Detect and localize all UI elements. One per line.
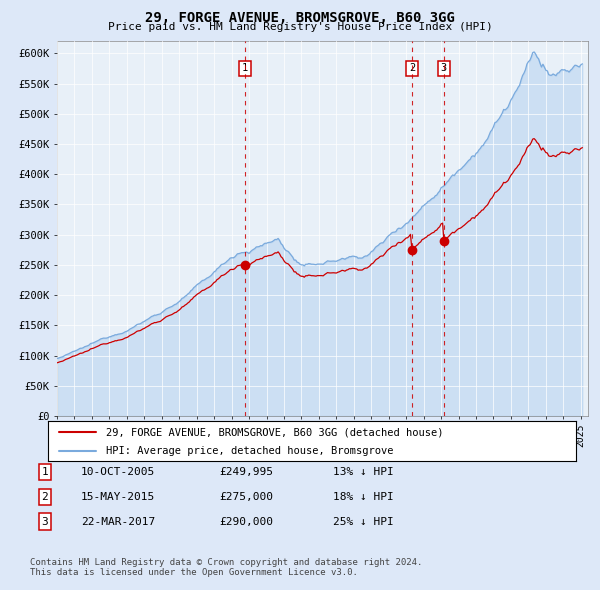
Text: 1: 1: [242, 64, 248, 74]
Text: 3: 3: [441, 64, 447, 74]
Text: Contains HM Land Registry data © Crown copyright and database right 2024.
This d: Contains HM Land Registry data © Crown c…: [30, 558, 422, 577]
Text: £275,000: £275,000: [219, 492, 273, 502]
Text: 22-MAR-2017: 22-MAR-2017: [81, 517, 155, 526]
Text: 25% ↓ HPI: 25% ↓ HPI: [333, 517, 394, 526]
Text: 29, FORGE AVENUE, BROMSGROVE, B60 3GG: 29, FORGE AVENUE, BROMSGROVE, B60 3GG: [145, 11, 455, 25]
Text: 18% ↓ HPI: 18% ↓ HPI: [333, 492, 394, 502]
Text: HPI: Average price, detached house, Bromsgrove: HPI: Average price, detached house, Brom…: [106, 447, 394, 456]
Text: 2: 2: [409, 64, 415, 74]
Text: £290,000: £290,000: [219, 517, 273, 526]
Text: Price paid vs. HM Land Registry's House Price Index (HPI): Price paid vs. HM Land Registry's House …: [107, 22, 493, 32]
Text: 15-MAY-2015: 15-MAY-2015: [81, 492, 155, 502]
Text: 3: 3: [41, 517, 49, 526]
Text: 29, FORGE AVENUE, BROMSGROVE, B60 3GG (detached house): 29, FORGE AVENUE, BROMSGROVE, B60 3GG (d…: [106, 428, 443, 438]
Text: 10-OCT-2005: 10-OCT-2005: [81, 467, 155, 477]
Text: 2: 2: [41, 492, 49, 502]
Text: £249,995: £249,995: [219, 467, 273, 477]
Text: 1: 1: [41, 467, 49, 477]
Text: 13% ↓ HPI: 13% ↓ HPI: [333, 467, 394, 477]
